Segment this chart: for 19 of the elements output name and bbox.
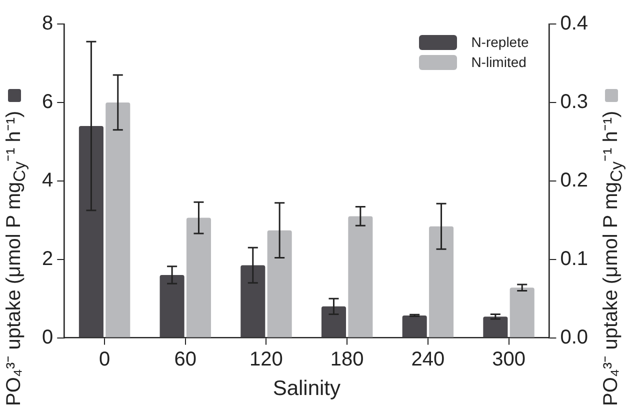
y-tick-label: 2 [42, 248, 54, 270]
x-tick-label: 120 [250, 348, 283, 370]
y2-tick-label: 0.4 [560, 12, 588, 35]
legend-label: N-replete [471, 34, 529, 50]
x-tick-label: 0 [98, 348, 110, 370]
legend-label: N-limited [471, 54, 526, 70]
x-tick-label: 300 [492, 348, 526, 370]
y-tick-label: 6 [42, 90, 54, 113]
x-tick-label: 180 [330, 348, 364, 370]
y-tick-label: 0 [42, 326, 54, 348]
x-tick-label: 60 [174, 348, 197, 370]
y2-tick-label: 0.2 [560, 169, 588, 192]
y-tick-label: 4 [42, 169, 54, 192]
y2-tick-label: 0.1 [560, 248, 588, 270]
y2-tick-label: 0.3 [560, 90, 588, 113]
x-tick-label: 240 [411, 348, 445, 370]
y2-tick-label: 0.0 [560, 326, 588, 348]
y-tick-label: 8 [42, 12, 54, 35]
x-axis-title: Salinity [272, 377, 342, 400]
